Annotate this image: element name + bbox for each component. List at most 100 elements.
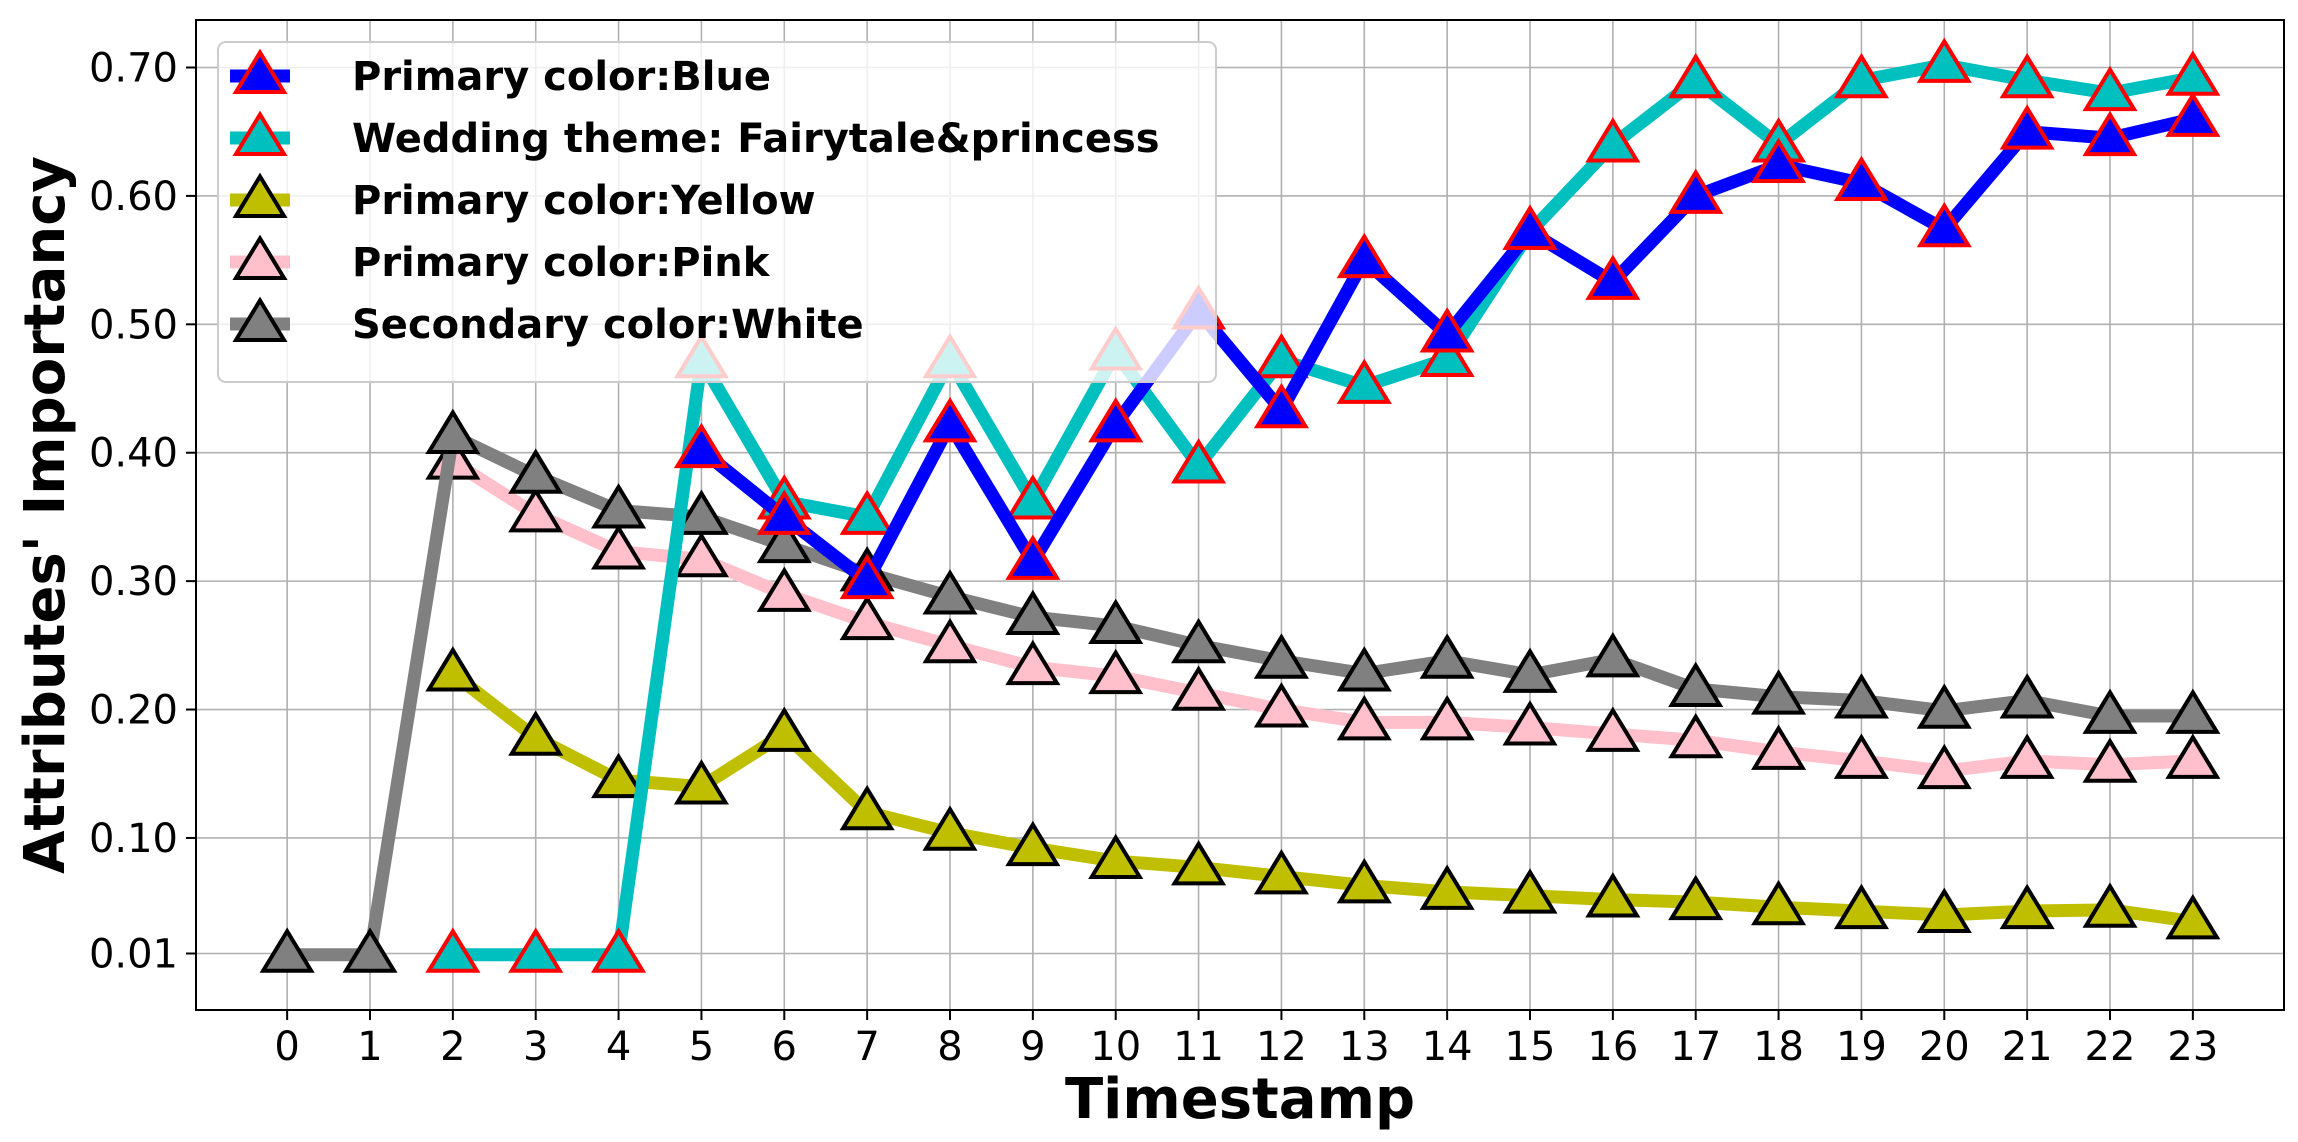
data-point — [1916, 887, 1972, 933]
data-point — [673, 759, 729, 805]
x-tick-label: 3 — [523, 1024, 548, 1070]
data-point — [1502, 700, 1558, 746]
data-point — [1833, 733, 1889, 779]
x-tick-label: 15 — [1505, 1024, 1556, 1070]
data-point — [1916, 37, 1972, 83]
x-axis-ticks: 0 1 2 3 4 5 6 7 8 9 10 11 12 13 14 15 16 17 18 19 20 21 22 23 — [274, 1010, 2218, 1070]
data-point — [1833, 673, 1889, 719]
y-tick-label: 0.70 — [89, 46, 178, 92]
series-1 — [425, 37, 2221, 973]
data-point — [673, 531, 729, 578]
data-point — [425, 646, 481, 692]
x-tick-label: 18 — [1753, 1024, 1804, 1070]
data-point — [2165, 733, 2221, 779]
data-point — [1336, 694, 1392, 741]
legend-label: Wedding theme: Fairytale&princess — [352, 116, 1160, 162]
x-tick-label: 22 — [2085, 1024, 2136, 1070]
data-point — [1419, 633, 1475, 679]
data-point — [1833, 52, 1889, 99]
data-point — [1171, 665, 1227, 711]
series-layer — [259, 37, 2221, 973]
data-point — [1668, 168, 1724, 214]
x-tick-label: 17 — [1670, 1024, 1721, 1070]
data-point — [1833, 883, 1889, 930]
data-point — [1005, 534, 1061, 580]
data-point — [2082, 110, 2138, 157]
data-point — [1751, 137, 1807, 184]
data-point — [1171, 617, 1227, 664]
data-point — [756, 517, 812, 564]
data-point — [591, 483, 647, 529]
y-axis-ticks: 0.01 0.10 0.20 0.30 0.40 0.50 0.60 0.70 — [89, 46, 196, 978]
series-line — [449, 456, 2194, 778]
x-tick-label: 2 — [440, 1024, 465, 1070]
x-tick-label: 16 — [1587, 1024, 1638, 1070]
data-point — [1585, 117, 1641, 163]
series-3 — [425, 434, 2221, 790]
series-line — [448, 668, 2194, 928]
data-point — [1336, 358, 1392, 404]
data-point — [2165, 91, 2221, 137]
data-point — [2165, 893, 2221, 940]
series-0 — [673, 91, 2221, 600]
legend-marker — [232, 48, 288, 94]
data-point — [673, 422, 729, 469]
data-point — [1005, 820, 1061, 867]
data-point — [1253, 633, 1309, 679]
data-point — [1419, 694, 1475, 741]
data-point — [508, 448, 564, 494]
y-tick-label: 0.01 — [89, 932, 178, 978]
data-point — [1005, 474, 1061, 520]
legend-label: Primary color:Pink — [352, 240, 771, 286]
x-tick-label: 9 — [1020, 1024, 1045, 1070]
legend-label: Primary color:Blue — [352, 54, 771, 100]
x-tick-label: 19 — [1836, 1024, 1887, 1070]
x-tick-label: 1 — [357, 1024, 382, 1070]
data-point — [1336, 646, 1392, 692]
plot-frame — [195, 19, 2285, 1011]
data-point — [1668, 712, 1724, 759]
legend-marker — [232, 234, 288, 280]
data-point — [673, 489, 729, 535]
data-point — [1502, 204, 1558, 250]
y-tick-label: 0.10 — [89, 816, 178, 862]
x-tick-label: 4 — [606, 1024, 631, 1070]
data-point — [1999, 104, 2055, 150]
data-point — [425, 927, 481, 973]
data-point — [1419, 864, 1475, 910]
data-point — [2082, 882, 2138, 928]
data-point — [1502, 647, 1558, 693]
data-point — [922, 397, 978, 443]
legend-label: Primary color:Yellow — [352, 178, 816, 224]
data-point — [1253, 382, 1309, 429]
data-point — [1999, 733, 2055, 779]
data-point — [1419, 331, 1475, 377]
data-point — [1916, 683, 1972, 729]
data-point — [1088, 397, 1144, 443]
data-point — [342, 927, 398, 973]
data-point — [1585, 706, 1641, 752]
legend: Primary color:Blue Wedding theme: Fairyta… — [217, 41, 1217, 383]
data-point — [591, 752, 647, 799]
data-point — [1585, 632, 1641, 678]
y-tick-label: 0.40 — [89, 431, 178, 477]
data-point — [756, 489, 812, 535]
x-tick-label: 13 — [1339, 1024, 1390, 1070]
data-point — [756, 566, 812, 612]
data-point — [1088, 648, 1144, 695]
x-tick-label: 14 — [1422, 1024, 1473, 1070]
data-point — [1005, 639, 1061, 686]
data-point — [508, 710, 564, 756]
x-tick-label: 12 — [1256, 1024, 1307, 1070]
data-point — [1171, 438, 1227, 484]
x-tick-label: 7 — [854, 1024, 879, 1070]
y-tick-label: 0.20 — [89, 688, 178, 734]
data-point — [1253, 849, 1309, 895]
data-point — [839, 594, 895, 641]
data-point — [1668, 52, 1724, 99]
data-point — [1833, 155, 1889, 202]
data-point — [1999, 52, 2055, 99]
data-point — [1668, 874, 1724, 921]
